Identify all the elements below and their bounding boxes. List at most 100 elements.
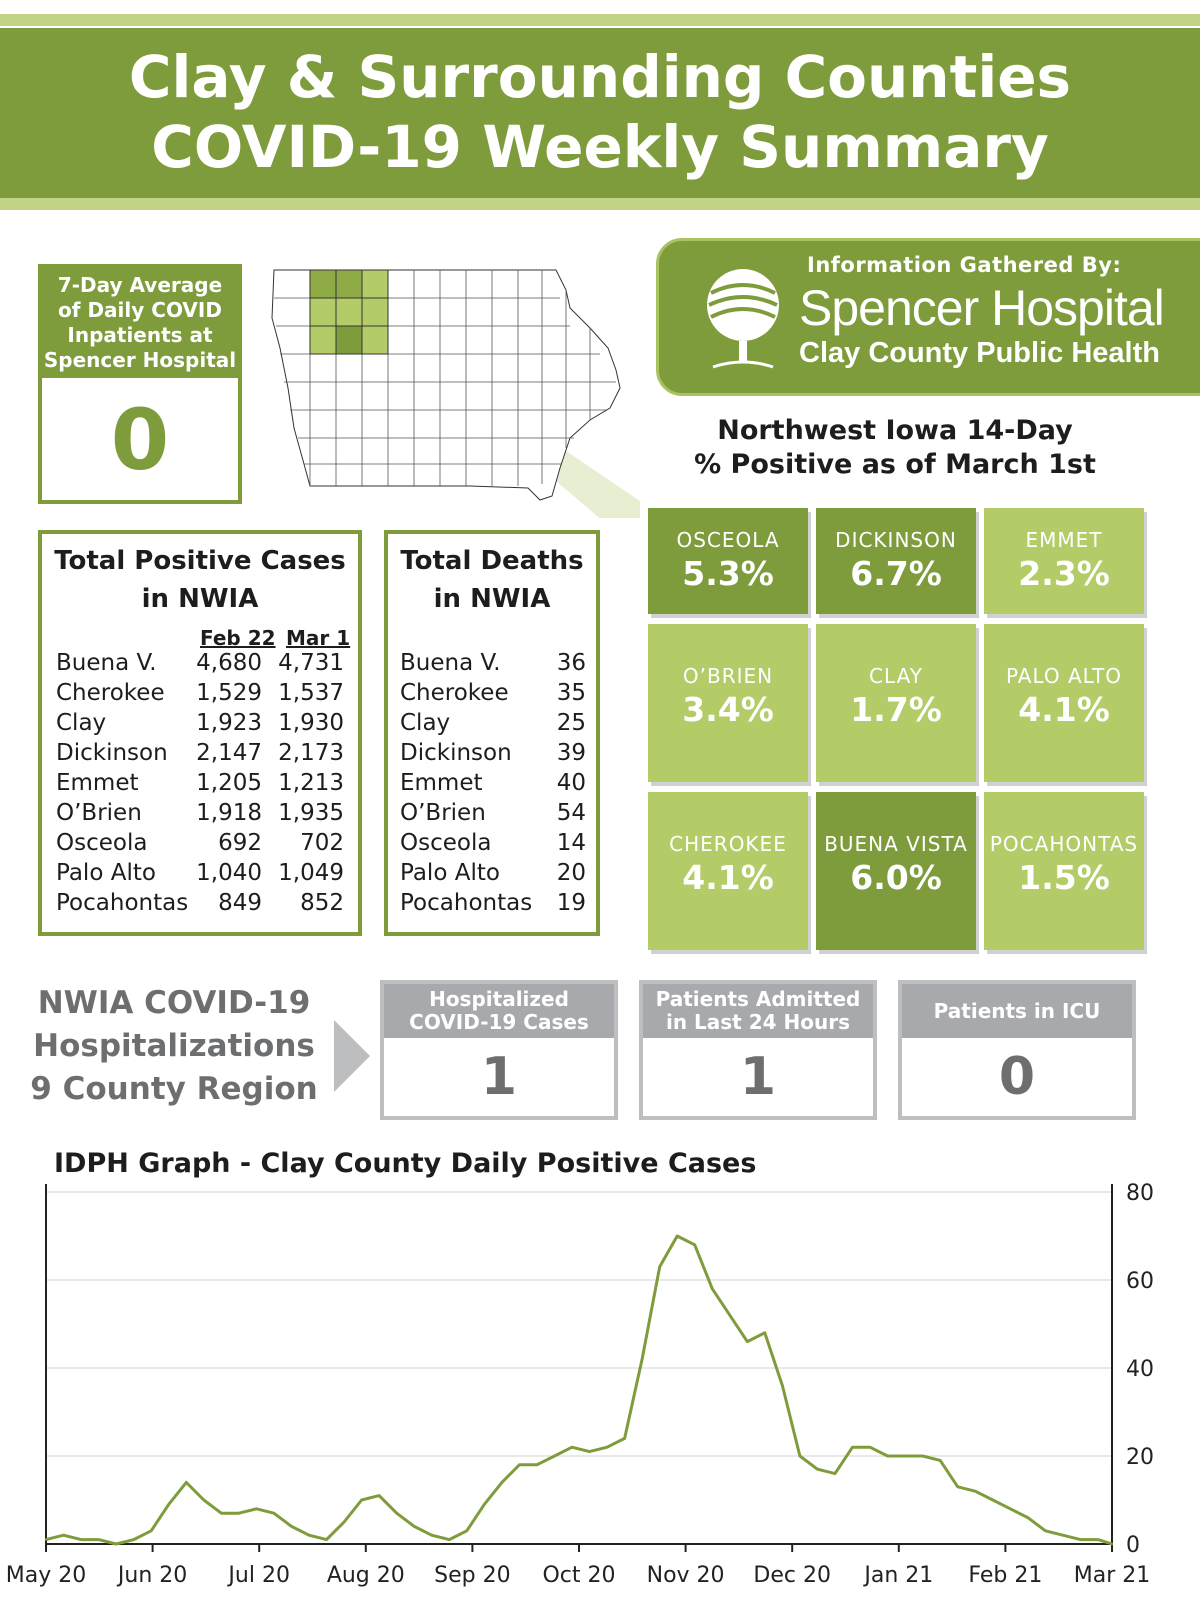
data-point (1044, 1529, 1047, 1532)
box-label-line: Hospitalized (429, 987, 569, 1011)
deaths-row: Buena V. 36 (388, 650, 596, 680)
map-clay (335, 297, 363, 327)
x-tick-label: Jun 20 (116, 1563, 187, 1588)
deaths-county: Buena V. (400, 650, 501, 676)
data-point (781, 1384, 784, 1387)
cases-county: O’Brien (56, 800, 142, 826)
box-label-line: Patients in ICU (933, 998, 1101, 1023)
admitted-24h-value: 1 (739, 1047, 777, 1107)
inpatients-label-line: Inpatients at (67, 323, 213, 347)
positivity-tile-cherokee: CHEROKEE 4.1% (648, 792, 808, 950)
data-point (307, 1534, 311, 1537)
cases-row: Palo Alto 1,040 1,049 (42, 860, 358, 890)
admitted-24h-label: Patients Admitted in Last 24 Hours (643, 984, 873, 1038)
positivity-tile-emmet: EMMET 2.3% (984, 508, 1144, 614)
deaths-value: 40 (556, 770, 586, 796)
box-label-line: COVID-19 Cases (409, 1010, 589, 1034)
inpatients-value: 0 (110, 391, 170, 489)
cases-row: O’Brien 1,918 1,935 (42, 800, 358, 830)
map-pocahontas (361, 325, 389, 355)
arrow-right-icon (334, 1020, 370, 1092)
y-tick-label: 40 (1126, 1357, 1154, 1382)
x-tick-label: Jul 20 (226, 1563, 290, 1588)
tile-percent: 1.7% (850, 690, 942, 729)
hospitalizations-title-line: Hospitalizations (33, 1028, 315, 1064)
data-point (185, 1481, 188, 1484)
data-point (956, 1485, 959, 1488)
x-tick-label: Feb 21 (968, 1563, 1042, 1588)
spencer-hospital-logo-icon (707, 269, 779, 369)
data-point (97, 1538, 100, 1541)
data-point (1079, 1538, 1082, 1541)
cases-county: Buena V. (56, 650, 157, 676)
deaths-value: 39 (556, 740, 586, 766)
inpatients-label: 7-Day Average of Daily COVID Inpatients … (42, 268, 238, 378)
y-tick-label: 60 (1126, 1269, 1154, 1294)
data-point (746, 1340, 749, 1343)
data-point (377, 1494, 381, 1497)
data-point (220, 1512, 223, 1515)
tile-percent: 6.7% (850, 554, 942, 593)
cases-mar1-value: 852 (300, 890, 344, 916)
cases-row: Dickinson 2,147 2,173 (42, 740, 358, 770)
cases-row: Osceola 692 702 (42, 830, 358, 860)
tile-county-name: CHEROKEE (669, 832, 787, 856)
series-line-0 (45, 1234, 1113, 1546)
tile-county-name: O’BRIEN (682, 664, 774, 688)
data-point (851, 1446, 854, 1449)
data-point (465, 1529, 468, 1532)
deaths-row: Pocahontas 19 (388, 890, 596, 920)
box-label-line: Patients Admitted (655, 987, 861, 1011)
data-point (430, 1534, 433, 1537)
x-tick-label: Mar 21 (1074, 1563, 1151, 1588)
tile-percent: 3.4% (682, 690, 774, 729)
header-bottom-stripe (0, 198, 1200, 210)
tile-county-name: BUENA VISTA (824, 832, 968, 856)
data-point (886, 1454, 889, 1458)
map-osceola (309, 269, 337, 299)
data-point (974, 1490, 977, 1493)
data-point (868, 1446, 872, 1449)
data-point (272, 1512, 276, 1515)
map-palo-alto (361, 297, 389, 327)
data-point (763, 1331, 767, 1334)
deaths-value: 20 (556, 860, 586, 886)
deaths-value: 35 (556, 680, 586, 706)
icu-label: Patients in ICU (902, 984, 1132, 1038)
positivity-tile-buena-vista: BUENA VISTA 6.0% (816, 792, 976, 950)
hospitalizations-title-line: NWIA COVID-19 (37, 985, 311, 1021)
map-dickinson (335, 269, 363, 299)
source-logo-box: Information Gathered By: Spencer Hospita… (656, 238, 1200, 396)
hospitalized-cases-value: 1 (480, 1047, 518, 1107)
total-deaths-table: Total Deaths in NWIA Buena V. 36 Cherokee 3… (384, 530, 600, 936)
x-tick-label: Nov 20 (647, 1563, 725, 1588)
deaths-value: 14 (556, 830, 586, 856)
deaths-county: Emmet (400, 770, 483, 796)
tile-percent: 6.0% (850, 858, 942, 897)
inpatients-label-line: of Daily COVID (58, 298, 222, 322)
tile-percent: 1.5% (1018, 858, 1110, 897)
icu-box: Patients in ICU 0 (898, 980, 1136, 1120)
cases-feb22-value: 1,923 (196, 710, 262, 736)
map-highlight-nwia (309, 269, 389, 355)
positivity-tile-osceola: OSCEOLA 5.3% (648, 508, 808, 614)
deaths-county: Dickinson (400, 740, 512, 766)
cases-title-line: Total Positive Cases (54, 546, 346, 576)
deaths-row: Cherokee 35 (388, 680, 596, 710)
box-label-line: in Last 24 Hours (665, 1010, 850, 1034)
tile-county-name: OSCEOLA (676, 528, 780, 552)
cases-county: Pocahontas (56, 890, 189, 916)
data-point (588, 1450, 591, 1453)
data-point (991, 1498, 994, 1502)
data-point (833, 1472, 837, 1475)
tile-county-name: DICKINSON (835, 528, 957, 552)
cases-col-feb22: Feb 22 (200, 626, 276, 650)
deaths-county: Palo Alto (400, 860, 500, 886)
map-cherokee (309, 325, 337, 355)
deaths-row: Clay 25 (388, 710, 596, 740)
map-buena-vista (335, 325, 363, 355)
data-point (395, 1512, 398, 1515)
tile-percent: 4.1% (682, 858, 774, 897)
data-point (237, 1512, 241, 1515)
data-point (693, 1243, 696, 1246)
